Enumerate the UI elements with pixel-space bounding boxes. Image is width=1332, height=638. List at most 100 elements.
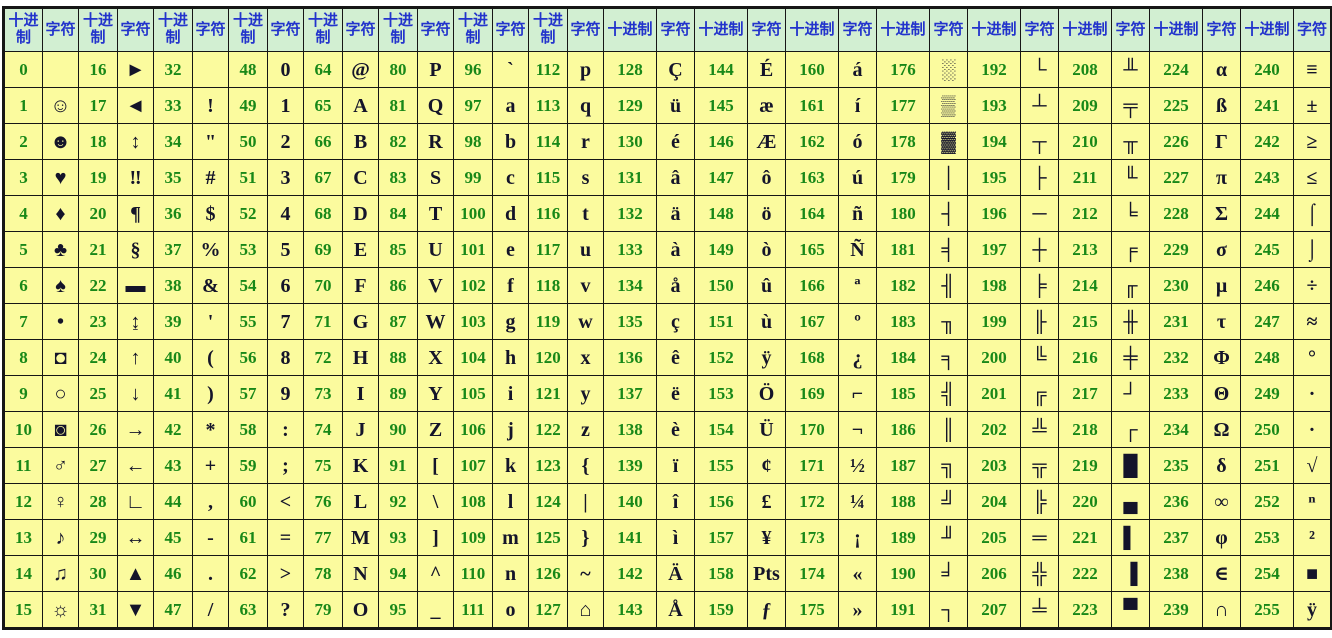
table-row: 2 ☻ 18 ↕ 34 " 50 2 66 B 82 R 98 b 114 r 130 é 146 Æ 162 ó 178 ▓… <box>3 123 1332 160</box>
decimal-value: 188 <box>876 483 930 520</box>
character-glyph: ï <box>656 447 695 484</box>
decimal-value: 222 <box>1058 555 1112 592</box>
decimal-value: 68 <box>303 195 343 232</box>
decimal-value: 26 <box>78 411 118 448</box>
character-glyph: ┼ <box>1020 231 1059 268</box>
character-glyph: ▓ <box>929 123 968 160</box>
decimal-value: 171 <box>785 447 839 484</box>
decimal-value: 160 <box>785 51 839 88</box>
decimal-value: 227 <box>1149 159 1203 196</box>
character-glyph: ñ <box>838 195 877 232</box>
character-glyph: ╦ <box>1020 447 1059 484</box>
decimal-value: 223 <box>1058 591 1112 629</box>
character-glyph: h <box>492 339 529 376</box>
character-glyph: ┤ <box>929 195 968 232</box>
header-decimal-label: 十进制 <box>1058 7 1112 52</box>
decimal-value: 142 <box>603 555 657 592</box>
decimal-value: 57 <box>228 375 268 412</box>
decimal-value: 156 <box>694 483 748 520</box>
character-glyph: @ <box>342 51 379 88</box>
character-glyph: 7 <box>267 303 304 340</box>
decimal-value: 175 <box>785 591 839 629</box>
header-decimal-label: 十进制 <box>78 7 118 52</box>
decimal-value: 64 <box>303 51 343 88</box>
character-glyph: ↑ <box>117 339 154 376</box>
character-glyph: x <box>567 339 604 376</box>
character-glyph: s <box>567 159 604 196</box>
character-glyph: ÿ <box>1293 591 1332 629</box>
character-glyph: δ <box>1202 447 1241 484</box>
decimal-value: 181 <box>876 231 930 268</box>
character-glyph: i <box>492 375 529 412</box>
character-glyph: 0 <box>267 51 304 88</box>
character-glyph: z <box>567 411 604 448</box>
character-glyph: ¥ <box>747 519 786 556</box>
character-glyph: Ω <box>1202 411 1241 448</box>
character-glyph: ö <box>747 195 786 232</box>
decimal-value: 226 <box>1149 123 1203 160</box>
character-glyph: ▼ <box>117 591 154 629</box>
decimal-value: 61 <box>228 519 268 556</box>
character-glyph: · <box>1293 411 1332 448</box>
decimal-value: 11 <box>3 447 43 484</box>
decimal-value: 34 <box>153 123 193 160</box>
character-glyph: ╩ <box>1020 411 1059 448</box>
character-glyph: F <box>342 267 379 304</box>
character-glyph: Pts <box>747 555 786 592</box>
character-glyph: â <box>656 159 695 196</box>
decimal-value: 3 <box>3 159 43 196</box>
character-glyph: π <box>1202 159 1241 196</box>
decimal-value: 25 <box>78 375 118 412</box>
decimal-value: 118 <box>528 267 568 304</box>
decimal-value: 138 <box>603 411 657 448</box>
decimal-value: 15 <box>3 591 43 629</box>
character-glyph: ♀ <box>42 483 79 520</box>
character-glyph: ○ <box>42 375 79 412</box>
character-glyph: ◄ <box>117 87 154 124</box>
decimal-value: 120 <box>528 339 568 376</box>
character-glyph: │ <box>929 159 968 196</box>
character-glyph: f <box>492 267 529 304</box>
character-glyph: ¿ <box>838 339 877 376</box>
decimal-value: 193 <box>967 87 1021 124</box>
decimal-value: 209 <box>1058 87 1112 124</box>
character-glyph: K <box>342 447 379 484</box>
decimal-value: 55 <box>228 303 268 340</box>
character-glyph: | <box>567 483 604 520</box>
decimal-value: 90 <box>378 411 418 448</box>
character-glyph: + <box>192 447 229 484</box>
character-glyph: σ <box>1202 231 1241 268</box>
decimal-value: 150 <box>694 267 748 304</box>
table-row: 10 ◙ 26 → 42 * 58:74 J 90 Z 106 j 122 z 138 è 154 Ü 170 ¬ 18… <box>3 411 1332 448</box>
character-glyph: I <box>342 375 379 412</box>
character-glyph: k <box>492 447 529 484</box>
character-glyph: U <box>417 231 454 268</box>
character-glyph <box>192 51 229 88</box>
decimal-value: 165 <box>785 231 839 268</box>
character-glyph: ÷ <box>1293 267 1332 304</box>
character-glyph: ■ <box>1293 555 1332 592</box>
table-row: 0 16 ► 32 48 0 64 @80 P 96 ` 112 p 128 Ç 144 É 160 á 176 ░ 19… <box>3 51 1332 88</box>
character-glyph: * <box>192 411 229 448</box>
character-glyph: u <box>567 231 604 268</box>
character-glyph: P <box>417 51 454 88</box>
character-glyph: Φ <box>1202 339 1241 376</box>
character-glyph: é <box>656 123 695 160</box>
decimal-value: 210 <box>1058 123 1112 160</box>
character-glyph: / <box>192 591 229 629</box>
decimal-value: 143 <box>603 591 657 629</box>
decimal-value: 77 <box>303 519 343 556</box>
decimal-value: 98 <box>453 123 493 160</box>
character-glyph: ╞ <box>1020 267 1059 304</box>
character-glyph: t <box>567 195 604 232</box>
decimal-value: 45 <box>153 519 193 556</box>
character-glyph: ≤ <box>1293 159 1332 196</box>
decimal-value: 145 <box>694 87 748 124</box>
decimal-value: 180 <box>876 195 930 232</box>
character-glyph: ╧ <box>1020 591 1059 629</box>
decimal-value: 230 <box>1149 267 1203 304</box>
decimal-value: 221 <box>1058 519 1112 556</box>
character-glyph: \ <box>417 483 454 520</box>
decimal-value: 203 <box>967 447 1021 484</box>
header-character-label: 字符 <box>492 7 529 52</box>
